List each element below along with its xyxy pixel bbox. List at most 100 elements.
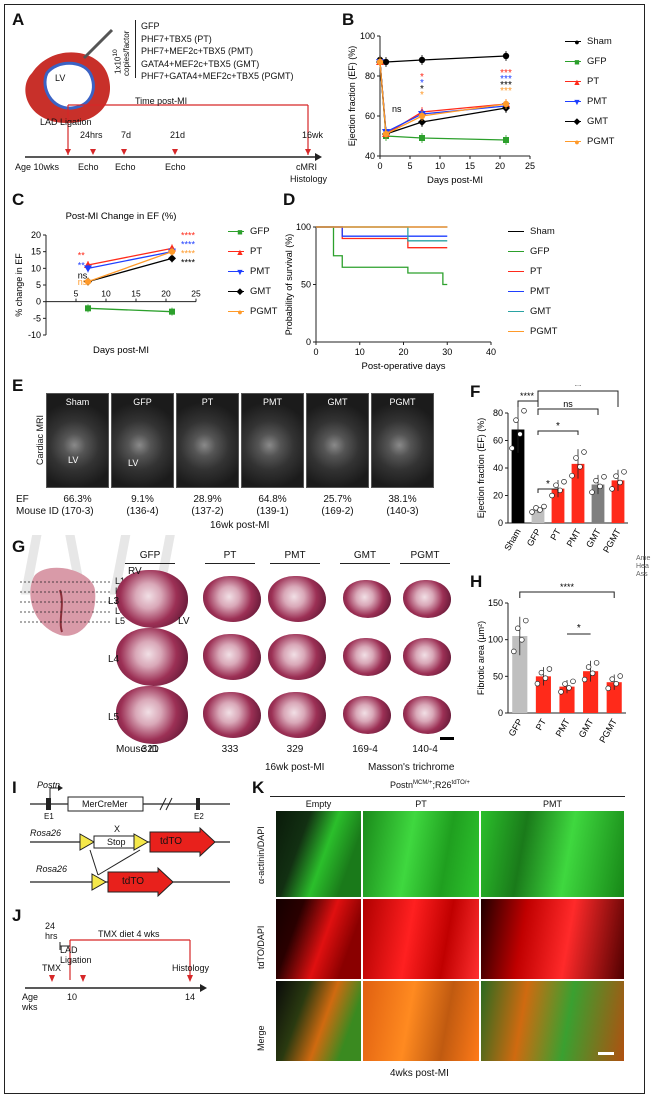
x-tick-label: 15 (465, 161, 475, 171)
trichrome-slice (343, 637, 391, 677)
data-point-sham (418, 56, 426, 64)
fluorescence-image (480, 810, 625, 898)
data-dot (515, 625, 521, 632)
k-row-label: Merge (256, 1025, 266, 1051)
legend-swatch (228, 291, 244, 292)
panel-label-a: A (12, 10, 25, 29)
data-dot (538, 669, 545, 676)
ef-row-label: EF (16, 494, 29, 505)
data-point-pgmt (168, 248, 176, 255)
annotation-stars: *** (500, 74, 512, 85)
x-tick-label: 25 (525, 161, 535, 171)
bar-gmt (583, 671, 599, 713)
annotation-star: * (420, 90, 424, 101)
legend-label: PMT (587, 96, 608, 107)
e2-label: E2 (194, 812, 204, 821)
annotation-right: **** (181, 248, 196, 258)
trichrome-slice (403, 579, 451, 619)
k-row-label: α-actinin/DAPI (256, 826, 266, 884)
x-tick-label: PMT (565, 527, 583, 549)
construct-list: GFP PHF7+TBX5 (PT) PHF7+MEF2c+TBX5 (PMT)… (141, 20, 293, 83)
x-tick-label: 15 (131, 289, 141, 299)
cardiac-mri-label: Cardiac MRI (35, 414, 45, 465)
annotation-right: **** (181, 239, 196, 249)
cmri-label: cMRI (296, 162, 317, 172)
mri-title: PT (201, 397, 214, 407)
x-tick-label: PMT (554, 717, 572, 739)
header-rule (400, 563, 450, 564)
data-dot (617, 673, 623, 679)
legend-swatch (565, 121, 581, 122)
data-point-pgmt (84, 278, 92, 285)
ef-value: 64.8% (258, 494, 287, 505)
j-age: Age (22, 992, 39, 1002)
k-header: PostnMCM/+;R26tdTO/+ (390, 780, 470, 790)
construct-bracket (135, 20, 138, 78)
legend-swatch (228, 251, 244, 252)
panel-label-e: E (12, 376, 24, 395)
rosa26-label-1: Rosa26 (30, 828, 62, 838)
margin-note: Ame Hea Ass (636, 555, 651, 578)
data-dot (589, 489, 595, 495)
timeline-j (25, 939, 207, 992)
data-point-pgmt (418, 112, 426, 120)
x-axis-label: Days post-MI (93, 345, 149, 356)
legend-swatch (565, 81, 581, 82)
panel-label-h: H (470, 572, 483, 591)
series-line-pmt (379, 61, 507, 134)
lv-label-g: LV (178, 616, 190, 627)
data-dot (521, 408, 527, 414)
panel-label-g: G (12, 537, 26, 556)
y-tick-label: 100 (296, 222, 311, 232)
lad-label: LAD Ligation (40, 117, 92, 127)
legend-item-pgmt: ● PGMT (228, 306, 277, 317)
j-ligation: Ligation (60, 955, 92, 965)
scale-bar-k (598, 1052, 614, 1055)
legend-label: GMT (530, 306, 552, 317)
header-rule (270, 563, 320, 564)
chart-b: 40 60 80 100 0 5 10 15 20 25 Days post-MI Ejection … (347, 31, 535, 186)
mri-title: GMT (327, 397, 348, 407)
header-rule (125, 563, 175, 564)
x-tick-label: 20 (398, 347, 408, 357)
data-dot (589, 670, 596, 677)
fluorescence-image (480, 898, 625, 980)
j-histology: Histology (172, 963, 210, 973)
x-tick-label: 20 (495, 161, 505, 171)
data-dot (593, 660, 600, 666)
annotation-star: * (420, 78, 424, 89)
j-diet: TMX diet 4 wks (98, 929, 160, 939)
trichrome-row-label: L5 (108, 712, 120, 723)
j-t14: 14 (185, 992, 196, 1002)
data-dot (558, 689, 564, 695)
level-label: L5 (115, 616, 126, 626)
heart-lv-label: LV (55, 73, 66, 83)
annotation: * (577, 623, 581, 634)
sig-bracket (537, 390, 619, 407)
mri-title: Sham (65, 397, 90, 407)
d7-label: 7d (121, 130, 132, 140)
data-point-sham (382, 58, 390, 66)
figure-frame (4, 4, 645, 1094)
mouse-id: 169-4 (352, 744, 378, 755)
data-dot (570, 678, 576, 685)
j-tmx: TMX (42, 963, 61, 973)
mri-image-sham: Sham (46, 393, 109, 488)
mri-title: PGMT (389, 397, 416, 407)
trichrome-col-header: GFP (139, 550, 161, 561)
legend-item-pt: PT (508, 266, 542, 277)
trichrome-slice (116, 686, 188, 744)
trichrome-col-header: PT (223, 550, 237, 561)
ef-value: 28.9% (193, 494, 222, 505)
k-caption: 4wks post-MI (390, 1068, 449, 1079)
legend-label: GMT (587, 116, 609, 127)
mri-image-pt: PT (176, 393, 239, 488)
data-dot (581, 676, 588, 683)
series-line-pt (379, 61, 507, 136)
legend-label: PT (250, 246, 263, 257)
bar-gmt (591, 484, 605, 523)
mri-image-pgmt: PGMT (371, 393, 434, 488)
x-tick-label: GFP (525, 527, 543, 548)
legend-swatch (508, 331, 524, 332)
survival-line-pt (316, 226, 448, 249)
